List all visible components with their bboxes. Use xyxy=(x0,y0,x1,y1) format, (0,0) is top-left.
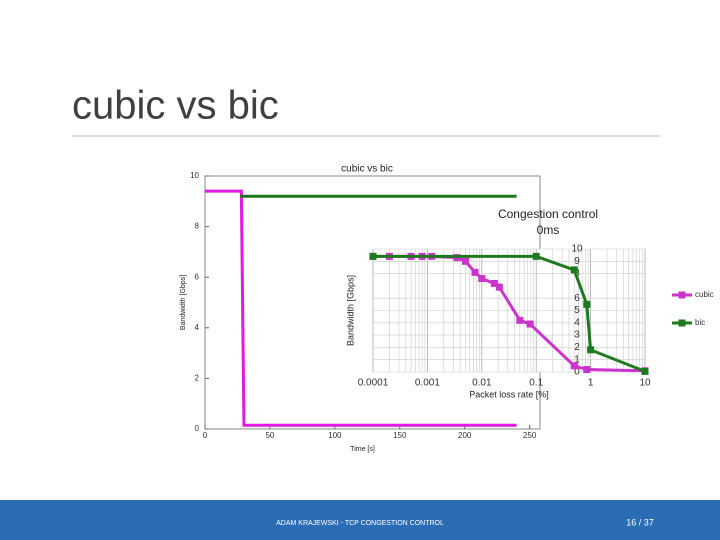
legend-label: cubic xyxy=(695,290,714,299)
y-tick-label: 9 xyxy=(574,256,580,267)
x-axis-label: Time [s] xyxy=(350,446,375,453)
y-tick-label: 6 xyxy=(574,293,580,304)
y-tick-label: 10 xyxy=(571,244,583,255)
legend-marker xyxy=(678,291,686,299)
y-tick-label: 8 xyxy=(574,268,580,279)
point xyxy=(583,300,591,308)
point xyxy=(478,275,486,283)
y-tick-label: 6 xyxy=(195,272,200,281)
page-number: 16 / 37 xyxy=(626,517,654,527)
x-tick-label: 100 xyxy=(328,431,342,440)
point xyxy=(583,366,591,374)
slide-title: cubic vs bic xyxy=(72,84,279,128)
series-line xyxy=(205,189,517,427)
y-tick-label: 8 xyxy=(195,222,200,231)
x-tick-label: 50 xyxy=(265,431,274,440)
y-tick-label: 1 xyxy=(574,354,580,365)
y-axis-label: Bandwidth [Gbps] xyxy=(180,275,187,330)
legend-label: bic xyxy=(695,318,705,327)
x-tick-label: 0.0001 xyxy=(358,378,389,389)
y-tick-label: 2 xyxy=(574,342,580,353)
point xyxy=(532,252,540,260)
y-tick-label: 2 xyxy=(195,374,200,383)
x-tick-label: 150 xyxy=(393,431,407,440)
x-tick-label: 250 xyxy=(523,431,537,440)
point xyxy=(570,362,578,370)
x-tick-label: 200 xyxy=(458,431,472,440)
y-tick-label: 5 xyxy=(574,305,580,316)
point xyxy=(641,367,649,375)
legend-marker xyxy=(678,319,686,327)
footer-text: ADAM KRAJEWSKI - TCP CONGESTION CONTROL xyxy=(276,520,444,527)
y-tick-label: 10 xyxy=(190,171,199,180)
y-axis-label: Bandwidth [Gbps] xyxy=(345,275,355,346)
point xyxy=(461,257,469,265)
point xyxy=(516,316,524,324)
chart-subtitle: 0ms xyxy=(537,223,560,237)
point xyxy=(587,346,595,354)
x-tick-label: 0.1 xyxy=(529,378,543,389)
y-tick-label: 3 xyxy=(574,330,580,341)
x-tick-label: 10 xyxy=(639,378,651,389)
x-axis-label: Packet loss rate [%] xyxy=(469,389,549,399)
point xyxy=(570,266,578,274)
point xyxy=(526,320,534,328)
x-tick-label: 0 xyxy=(203,431,208,440)
footer-bar xyxy=(0,500,720,540)
chart-title: cubic vs bic xyxy=(341,164,393,175)
point xyxy=(490,279,498,287)
y-tick-label: 4 xyxy=(195,323,200,332)
y-tick-label: 0 xyxy=(574,367,580,378)
series-line xyxy=(373,254,646,373)
x-tick-label: 0.001 xyxy=(415,378,440,389)
point xyxy=(495,283,503,291)
x-tick-label: 0.01 xyxy=(472,378,492,389)
point xyxy=(369,252,377,260)
chart-title: Congestion control xyxy=(498,207,598,221)
y-tick-label: 0 xyxy=(195,424,200,433)
y-tick-label: 4 xyxy=(574,317,580,328)
point xyxy=(471,268,479,276)
x-tick-label: 1 xyxy=(588,378,594,389)
